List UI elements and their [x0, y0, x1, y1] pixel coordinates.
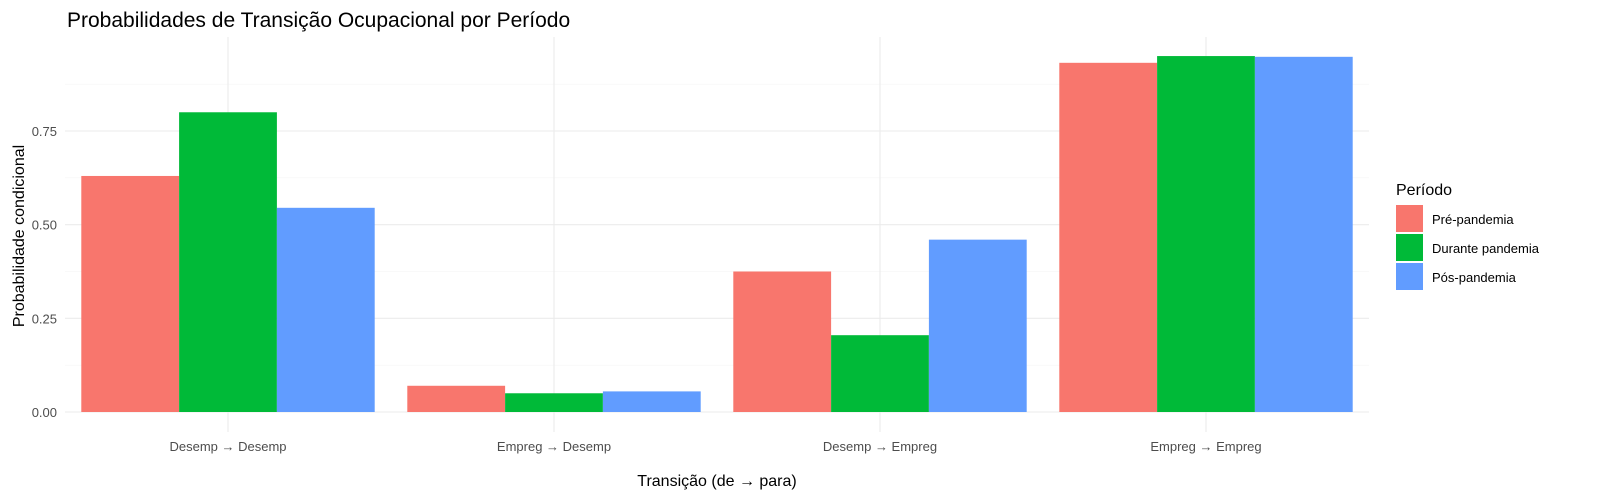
x-axis-ticks: Desemp → Desemp Empreg → Desemp Desemp → E… — [169, 439, 1261, 454]
bar — [407, 385, 506, 412]
bar — [831, 335, 929, 412]
bar — [733, 271, 832, 412]
bar — [1059, 62, 1158, 412]
y-tick-label: 0.50 — [32, 218, 57, 233]
legend-swatch — [1396, 234, 1423, 261]
y-axis-title: Probabilidade condicional — [11, 145, 28, 327]
x-tick-label: Empreg → Empreg — [1150, 439, 1261, 454]
legend-title: Período — [1396, 182, 1452, 199]
legend-swatch — [1396, 263, 1423, 290]
x-tick-label: Empreg → Desemp — [497, 439, 611, 454]
bar — [602, 391, 701, 412]
y-tick-label: 0.75 — [32, 124, 57, 139]
x-tick-label: Desemp → Empreg — [823, 439, 937, 454]
x-tick-label: Desemp → Desemp — [169, 439, 286, 454]
legend-label: Pré-pandemia — [1432, 212, 1514, 227]
legend-swatch — [1396, 205, 1423, 232]
bar — [1254, 56, 1353, 412]
legend-label: Pós-pandemia — [1432, 270, 1517, 285]
bar — [276, 207, 375, 412]
chart-title: Probabilidades de Transição Ocupacional … — [67, 9, 570, 32]
y-tick-label: 0.25 — [32, 311, 57, 326]
bar — [505, 393, 603, 412]
bar — [81, 175, 180, 412]
bars — [81, 56, 1353, 413]
legend-label: Durante pandemia — [1432, 241, 1540, 256]
y-tick-label: 0.00 — [32, 405, 57, 420]
bar — [179, 112, 277, 413]
bar — [928, 239, 1027, 412]
legend-items: Pré-pandemia Durante pandemia Pós-pandemia — [1396, 205, 1540, 290]
legend: Período Pré-pandemia Durante pandemia Pós-… — [1396, 182, 1540, 290]
y-axis-ticks: 0.00 0.25 0.50 0.75 — [32, 124, 57, 420]
x-axis-title: Transição (de → para) — [637, 473, 796, 490]
bar — [1157, 56, 1255, 413]
